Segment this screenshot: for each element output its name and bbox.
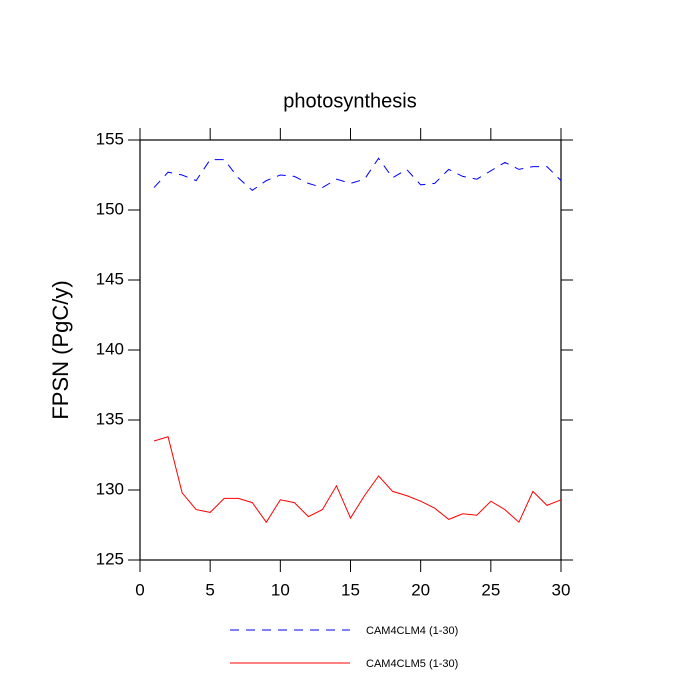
y-tick-label: 145 <box>96 269 124 288</box>
y-tick-label: 150 <box>96 199 124 218</box>
x-tick-label: 30 <box>552 580 571 599</box>
chart-title: photosynthesis <box>283 90 416 112</box>
plot-frame <box>139 139 562 561</box>
x-tick-label: 0 <box>135 580 144 599</box>
series-line <box>153 436 562 524</box>
x-tick-label: 25 <box>481 580 500 599</box>
y-tick-label: 155 <box>96 129 124 148</box>
x-tick-label: 20 <box>411 580 430 599</box>
x-tick-label: 5 <box>205 580 214 599</box>
x-tick-label: 10 <box>271 580 290 599</box>
y-tick-label: 130 <box>96 479 124 498</box>
y-tick-label: 140 <box>96 339 124 358</box>
y-tick-label: 135 <box>96 409 124 428</box>
series-line <box>153 157 562 192</box>
legend-label: CAM4CLM4 (1-30) <box>366 625 458 637</box>
x-tick-label: 15 <box>341 580 360 599</box>
y-tick-label: 125 <box>96 549 124 568</box>
y-axis-label: FPSN (PgC/y) <box>48 280 73 419</box>
legend-label: CAM4CLM5 (1-30) <box>366 658 458 670</box>
